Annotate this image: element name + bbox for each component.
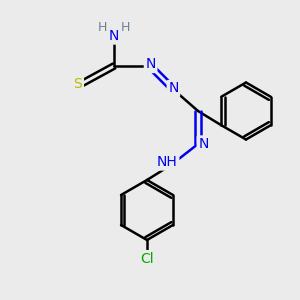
Text: N: N (168, 82, 178, 95)
Text: N: N (109, 29, 119, 43)
Text: H: H (121, 21, 130, 34)
Text: Cl: Cl (140, 252, 154, 266)
Text: N: N (146, 58, 156, 71)
Text: N: N (198, 137, 208, 151)
Text: S: S (74, 77, 82, 91)
Text: H: H (98, 21, 107, 34)
Text: NH: NH (157, 155, 178, 169)
